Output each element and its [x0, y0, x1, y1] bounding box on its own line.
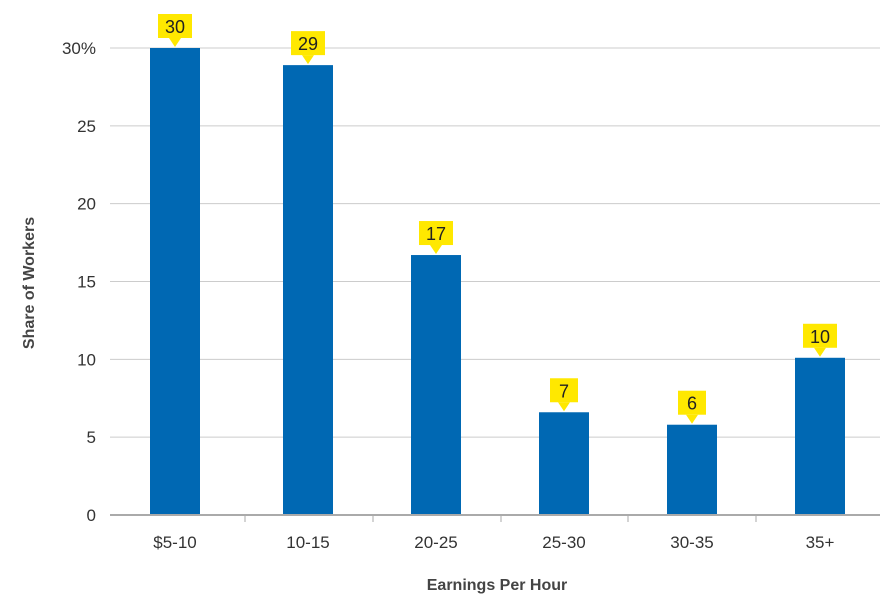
bars — [150, 48, 845, 515]
bar — [150, 48, 200, 515]
data-label-text: 29 — [298, 34, 318, 54]
data-label: 7 — [550, 378, 578, 412]
data-label-box — [550, 378, 578, 403]
bar — [411, 255, 461, 515]
x-tick-label: 35+ — [806, 533, 835, 552]
y-axis-ticks: 0 5 10 15 20 25 30% — [62, 39, 96, 525]
data-label-text: 6 — [687, 394, 697, 414]
x-tick-label: $5-10 — [153, 533, 196, 552]
y-tick-label: 0 — [87, 506, 96, 525]
data-label-text: 30 — [165, 17, 185, 37]
x-tick-label: 25-30 — [542, 533, 585, 552]
data-label-box — [678, 390, 706, 415]
data-label-text: 7 — [559, 381, 569, 401]
bar — [795, 357, 845, 515]
gridlines — [110, 47, 880, 438]
data-label-text: 17 — [426, 224, 446, 244]
bar — [539, 412, 589, 515]
data-label: 17 — [419, 221, 453, 255]
data-label-box — [158, 14, 192, 38]
y-axis-title: Share of Workers — [21, 217, 38, 349]
data-label: 6 — [678, 390, 706, 424]
data-label: 29 — [291, 31, 325, 65]
y-tick-label: 5 — [87, 428, 96, 447]
data-labels: 30 29 17 7 6 10 — [158, 14, 837, 424]
data-label-pointer — [558, 402, 570, 412]
x-axis-title: Earnings Per Hour — [427, 577, 567, 594]
y-tick-label: 15 — [77, 273, 96, 292]
x-tick-label: 30-35 — [670, 533, 713, 552]
data-label: 30 — [158, 14, 192, 47]
data-label-box — [803, 323, 837, 348]
x-tick-label: 10-15 — [286, 533, 329, 552]
y-tick-label: 10 — [77, 350, 96, 369]
x-axis: $5-10 10-15 20-25 25-30 30-35 35+ — [110, 514, 880, 552]
data-label-text: 10 — [810, 327, 830, 347]
y-tick-label: 30% — [62, 39, 96, 58]
y-tick-label: 20 — [77, 195, 96, 214]
data-label-pointer — [686, 414, 698, 424]
y-tick-label: 25 — [77, 117, 96, 136]
data-label-pointer — [169, 38, 181, 47]
x-tick-label: 20-25 — [414, 533, 457, 552]
data-label-pointer — [302, 55, 314, 65]
bar — [667, 424, 717, 515]
data-label-box — [419, 221, 453, 246]
bar — [283, 65, 333, 515]
data-label-pointer — [814, 347, 826, 357]
data-label: 10 — [803, 323, 837, 357]
data-label-box — [291, 31, 325, 56]
data-label-pointer — [430, 245, 442, 255]
